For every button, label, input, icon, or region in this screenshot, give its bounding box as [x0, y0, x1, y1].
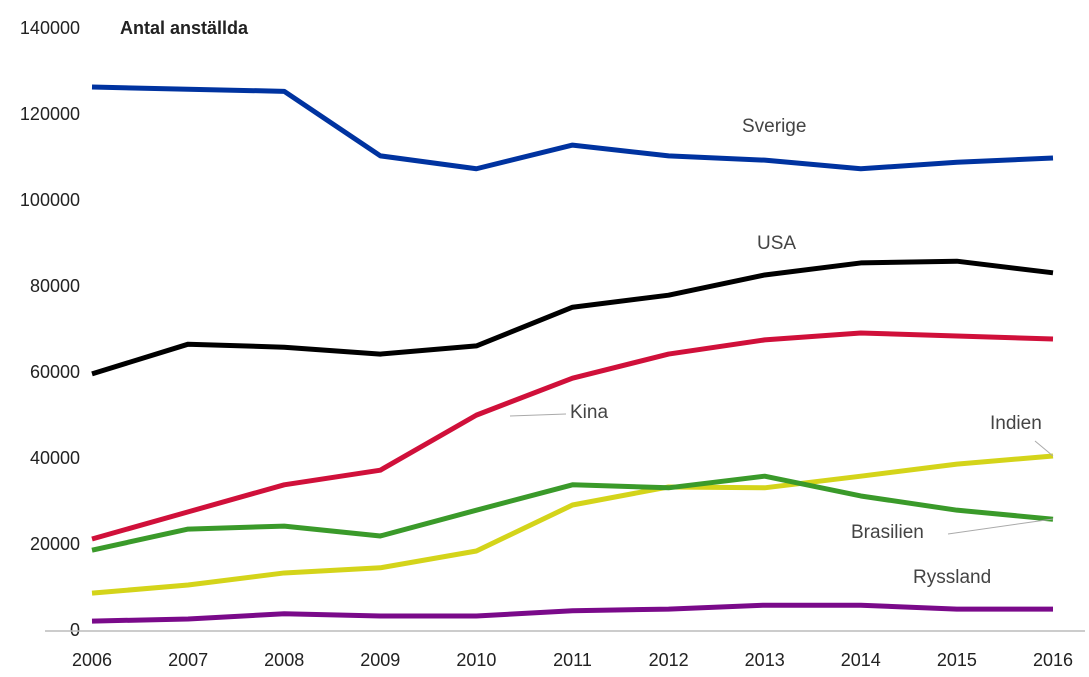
x-tick-label: 2012 [649, 650, 689, 670]
y-tick-label: 60000 [30, 362, 80, 382]
series-line [91, 453, 1054, 596]
series-label: Sverige [742, 116, 806, 137]
leader-line [1034, 440, 1054, 457]
series-line [91, 330, 1054, 542]
x-tick-label: 2015 [937, 650, 977, 670]
series-label: Ryssland [913, 567, 991, 588]
x-tick-label: 2007 [168, 650, 208, 670]
x-tick-label: 2013 [745, 650, 785, 670]
y-tick-label: 0 [70, 620, 80, 640]
series-line [91, 258, 1054, 377]
y-tick-label: 100000 [20, 190, 80, 210]
series-line [91, 602, 1053, 624]
x-tick-label: 2010 [456, 650, 496, 670]
leader-line [509, 413, 567, 417]
series-label: USA [757, 233, 796, 254]
y-tick-label: 140000 [20, 18, 80, 38]
x-tick-label: 2009 [360, 650, 400, 670]
chart-title: Antal anställda [120, 18, 249, 38]
x-tick-label: 2006 [72, 650, 112, 670]
y-tick-label: 20000 [30, 534, 80, 554]
y-tick-label: 80000 [30, 276, 80, 296]
series-line [91, 473, 1054, 553]
y-tick-label: 40000 [30, 448, 80, 468]
x-tick-label: 2008 [264, 650, 304, 670]
x-tick-label: 2016 [1033, 650, 1073, 670]
x-tick-label: 2011 [553, 650, 592, 670]
x-tick-label: 2014 [841, 650, 881, 670]
leader-line [947, 518, 1054, 535]
y-tick-label: 120000 [20, 104, 80, 124]
series-label: Indien [990, 413, 1042, 434]
series-line [91, 84, 1054, 172]
series-label: Brasilien [851, 522, 924, 543]
series-label: Kina [570, 402, 608, 423]
